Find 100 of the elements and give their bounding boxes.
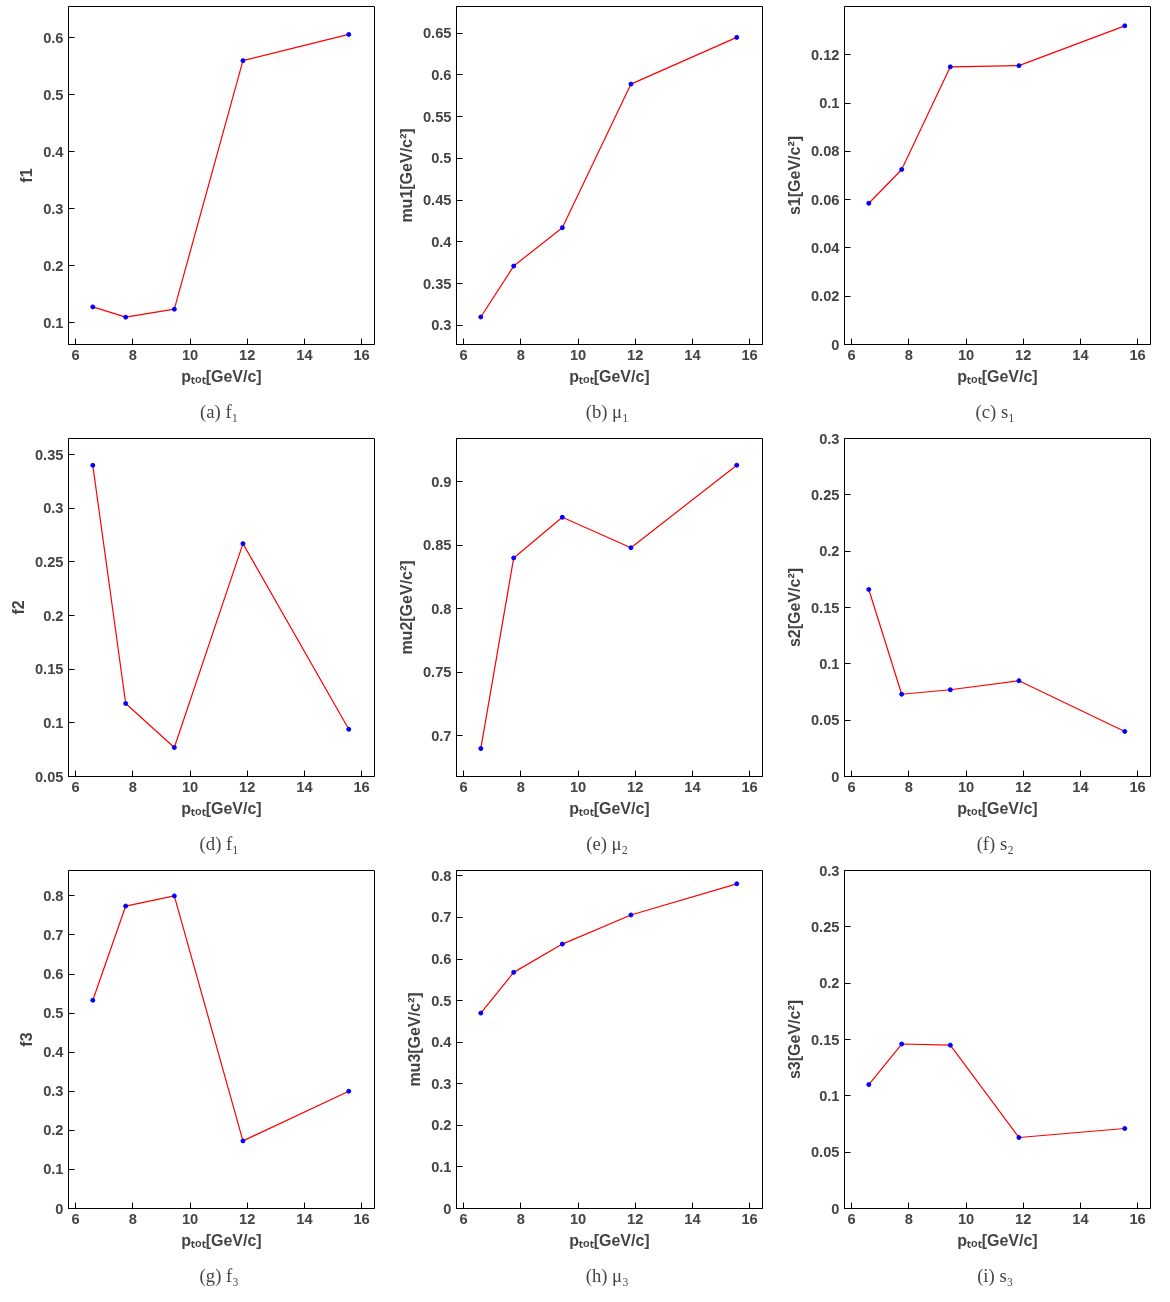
y-axis-title: mu3[GeV/c²] (406, 992, 424, 1087)
y-tick-label: 0.4 (43, 1044, 65, 1061)
text: (g) f₃ (199, 1264, 239, 1287)
y-axis-title: mu2[GeV/c²] (397, 560, 415, 655)
x-tick-label: 8 (128, 778, 137, 795)
y-axis-title: mu1[GeV/c²] (397, 128, 415, 223)
x-tick-label: 12 (239, 346, 256, 363)
x-tick-label: 10 (569, 778, 587, 795)
y-tick-label: 0.05 (810, 1144, 840, 1161)
y-tick-label: 0.7 (431, 909, 452, 926)
x-tick-label: 16 (1129, 1210, 1146, 1227)
x-tick-label: 14 (684, 1210, 702, 1227)
y-tick-label: 0.75 (422, 664, 452, 681)
y-tick-label: 0.5 (43, 86, 64, 103)
y-axis-title: s1[GeV/c²] (785, 135, 803, 216)
y-tick-label: 0.3 (431, 1075, 452, 1092)
text: (b) μ₁ (585, 400, 629, 423)
y-tick-label: 0.04 (810, 239, 841, 256)
y-tick-label: 0.1 (819, 1087, 840, 1104)
x-tick-label: 16 (353, 1210, 370, 1227)
y-tick-label: 0.2 (819, 543, 840, 560)
x-tick-label: 12 (627, 778, 644, 795)
x-axis-title: pₜₒₜ[GeV/c] (181, 367, 262, 385)
y-tick-label: 0 (443, 1200, 452, 1217)
y-tick-label: 0.2 (431, 1117, 452, 1134)
y-tick-label: 0.06 (810, 191, 840, 208)
y-tick-label: 0.5 (431, 150, 452, 167)
x-tick-label: 16 (741, 1210, 758, 1227)
x-axis-title: pₜₒₜ[GeV/c] (181, 799, 262, 817)
y-tick-label: 0 (831, 768, 840, 785)
x-tick-label: 10 (569, 346, 587, 363)
text: (e) μ₂ (586, 832, 629, 855)
x-tick-label: 12 (239, 1210, 256, 1227)
y-tick-label: 0.25 (810, 918, 840, 935)
y-tick-label: 0.6 (431, 66, 452, 83)
y-tick-label: 0.9 (431, 473, 452, 490)
y-axis-title: s2[GeV/c²] (785, 567, 803, 648)
x-tick-label: 16 (1129, 346, 1146, 363)
x-tick-label: 6 (459, 778, 468, 795)
y-tick-label: 0.4 (43, 143, 65, 160)
y-tick-label: 0.8 (431, 867, 452, 884)
y-tick-label: 0.7 (431, 727, 452, 744)
y-tick-label: 0.1 (43, 314, 64, 331)
y-tick-label: 0.6 (43, 966, 64, 983)
y-tick-label: 0.7 (43, 926, 64, 943)
x-tick-label: 14 (296, 346, 314, 363)
y-tick-label: 0.4 (431, 233, 453, 250)
x-axis-title: pₜₒₜ[GeV/c] (181, 1231, 262, 1249)
y-tick-label: 0.2 (43, 257, 64, 274)
x-tick-label: 6 (71, 1210, 80, 1227)
x-tick-label: 14 (684, 346, 702, 363)
x-tick-label: 14 (296, 1210, 314, 1227)
y-tick-label: 0.35 (34, 446, 64, 463)
text: (d) f₁ (199, 832, 239, 855)
x-tick-label: 10 (181, 346, 199, 363)
y-tick-label: 0.1 (43, 1161, 64, 1178)
y-tick-label: 0.35 (422, 275, 452, 292)
x-tick-label: 16 (741, 778, 758, 795)
y-tick-label: 0.8 (431, 600, 452, 617)
x-tick-label: 12 (1015, 1210, 1032, 1227)
x-tick-label: 8 (516, 778, 525, 795)
y-tick-label: 0.02 (810, 288, 840, 305)
x-axis-title: pₜₒₜ[GeV/c] (569, 367, 650, 385)
text: (c) s₁ (975, 400, 1015, 423)
y-axis-title: f3 (18, 1032, 36, 1047)
x-tick-label: 8 (904, 778, 913, 795)
x-tick-label: 6 (71, 346, 80, 363)
x-tick-label: 10 (181, 1210, 199, 1227)
x-tick-label: 14 (1072, 346, 1090, 363)
y-tick-label: 0 (55, 1200, 64, 1217)
y-tick-label: 0.3 (819, 862, 840, 879)
y-axis-title: s3[GeV/c²] (785, 999, 803, 1080)
y-tick-label: 0.8 (43, 887, 64, 904)
y-tick-label: 0.2 (43, 1122, 64, 1139)
y-tick-label: 0.85 (422, 537, 452, 554)
y-tick-label: 0 (831, 1200, 840, 1217)
y-tick-label: 0.15 (810, 1031, 840, 1048)
x-tick-label: 12 (239, 778, 256, 795)
x-tick-label: 12 (1015, 346, 1032, 363)
y-tick-label: 0.05 (34, 768, 64, 785)
x-tick-label: 8 (904, 346, 913, 363)
y-tick-label: 0.08 (810, 143, 840, 160)
x-axis-title: pₜₒₜ[GeV/c] (957, 799, 1038, 817)
x-tick-label: 10 (957, 346, 975, 363)
y-tick-label: 0.3 (43, 500, 64, 517)
y-tick-label: 0.15 (810, 599, 840, 616)
x-tick-label: 16 (741, 346, 758, 363)
x-tick-label: 8 (516, 346, 525, 363)
x-tick-label: 8 (128, 1210, 137, 1227)
x-tick-label: 12 (1015, 778, 1032, 795)
y-tick-label: 0.05 (810, 712, 840, 729)
x-tick-label: 12 (627, 346, 644, 363)
x-axis-title: pₜₒₜ[GeV/c] (957, 1231, 1038, 1249)
x-tick-label: 14 (296, 778, 314, 795)
y-tick-label: 0.65 (422, 25, 452, 42)
y-tick-label: 0.5 (43, 1005, 64, 1022)
y-tick-label: 0.6 (43, 29, 64, 46)
x-axis-title: pₜₒₜ[GeV/c] (957, 367, 1038, 385)
x-tick-label: 16 (1129, 778, 1146, 795)
y-axis-title: f2 (9, 600, 27, 615)
